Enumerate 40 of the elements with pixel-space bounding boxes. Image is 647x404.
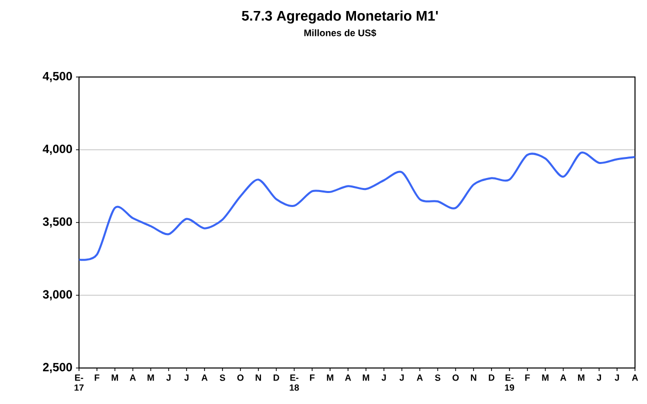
x-tick-label: S	[220, 374, 226, 381]
x-tick-label: M	[326, 374, 334, 381]
x-tick-label: J	[614, 374, 619, 381]
y-tick-label: 3,500	[42, 217, 72, 228]
x-tick-label: N	[470, 374, 476, 381]
x-tick-label: M	[362, 374, 370, 381]
x-tick-label: M	[112, 374, 118, 381]
x-tick-label: J	[184, 374, 188, 381]
x-tick-label: M	[578, 374, 584, 381]
x-tick-label: D	[488, 374, 494, 381]
x-tick-label: A	[130, 374, 136, 381]
x-tick-label: E-17	[74, 374, 84, 391]
x-tick-label: A	[416, 374, 423, 381]
x-tick-label: F	[310, 374, 315, 381]
x-tick-label: O	[237, 374, 244, 381]
chart-title: 5.7.3 Agregado Monetario M1'	[242, 10, 438, 24]
x-tick-label: E-18	[290, 374, 299, 391]
chart-subtitle: Millones de US$	[304, 29, 376, 37]
x-tick-label: A	[202, 374, 208, 381]
y-tick-label: 4,000	[42, 144, 72, 155]
x-tick-label: E-19	[505, 374, 514, 391]
y-tick-label: 3,000	[42, 290, 72, 300]
x-tick-label: F	[94, 374, 100, 381]
x-tick-label: N	[256, 374, 261, 381]
x-tick-label: S	[434, 374, 440, 381]
x-tick-label: F	[525, 374, 530, 381]
x-tick-label: J	[166, 374, 171, 381]
x-tick-label: M	[542, 374, 548, 381]
x-tick-label: A	[345, 374, 352, 381]
x-tick-label: M	[148, 374, 154, 381]
x-tick-label: J	[399, 374, 404, 381]
x-tick-label: A	[560, 374, 566, 381]
x-tick-label: D	[274, 374, 280, 381]
x-tick-label: J	[382, 374, 386, 381]
y-tick-label: 2,500	[42, 362, 72, 374]
x-tick-label: A	[632, 374, 638, 381]
x-tick-label: O	[452, 374, 459, 381]
x-tick-label: J	[596, 374, 602, 381]
y-tick-label: 4,500	[42, 72, 72, 82]
line-series	[79, 152, 636, 261]
